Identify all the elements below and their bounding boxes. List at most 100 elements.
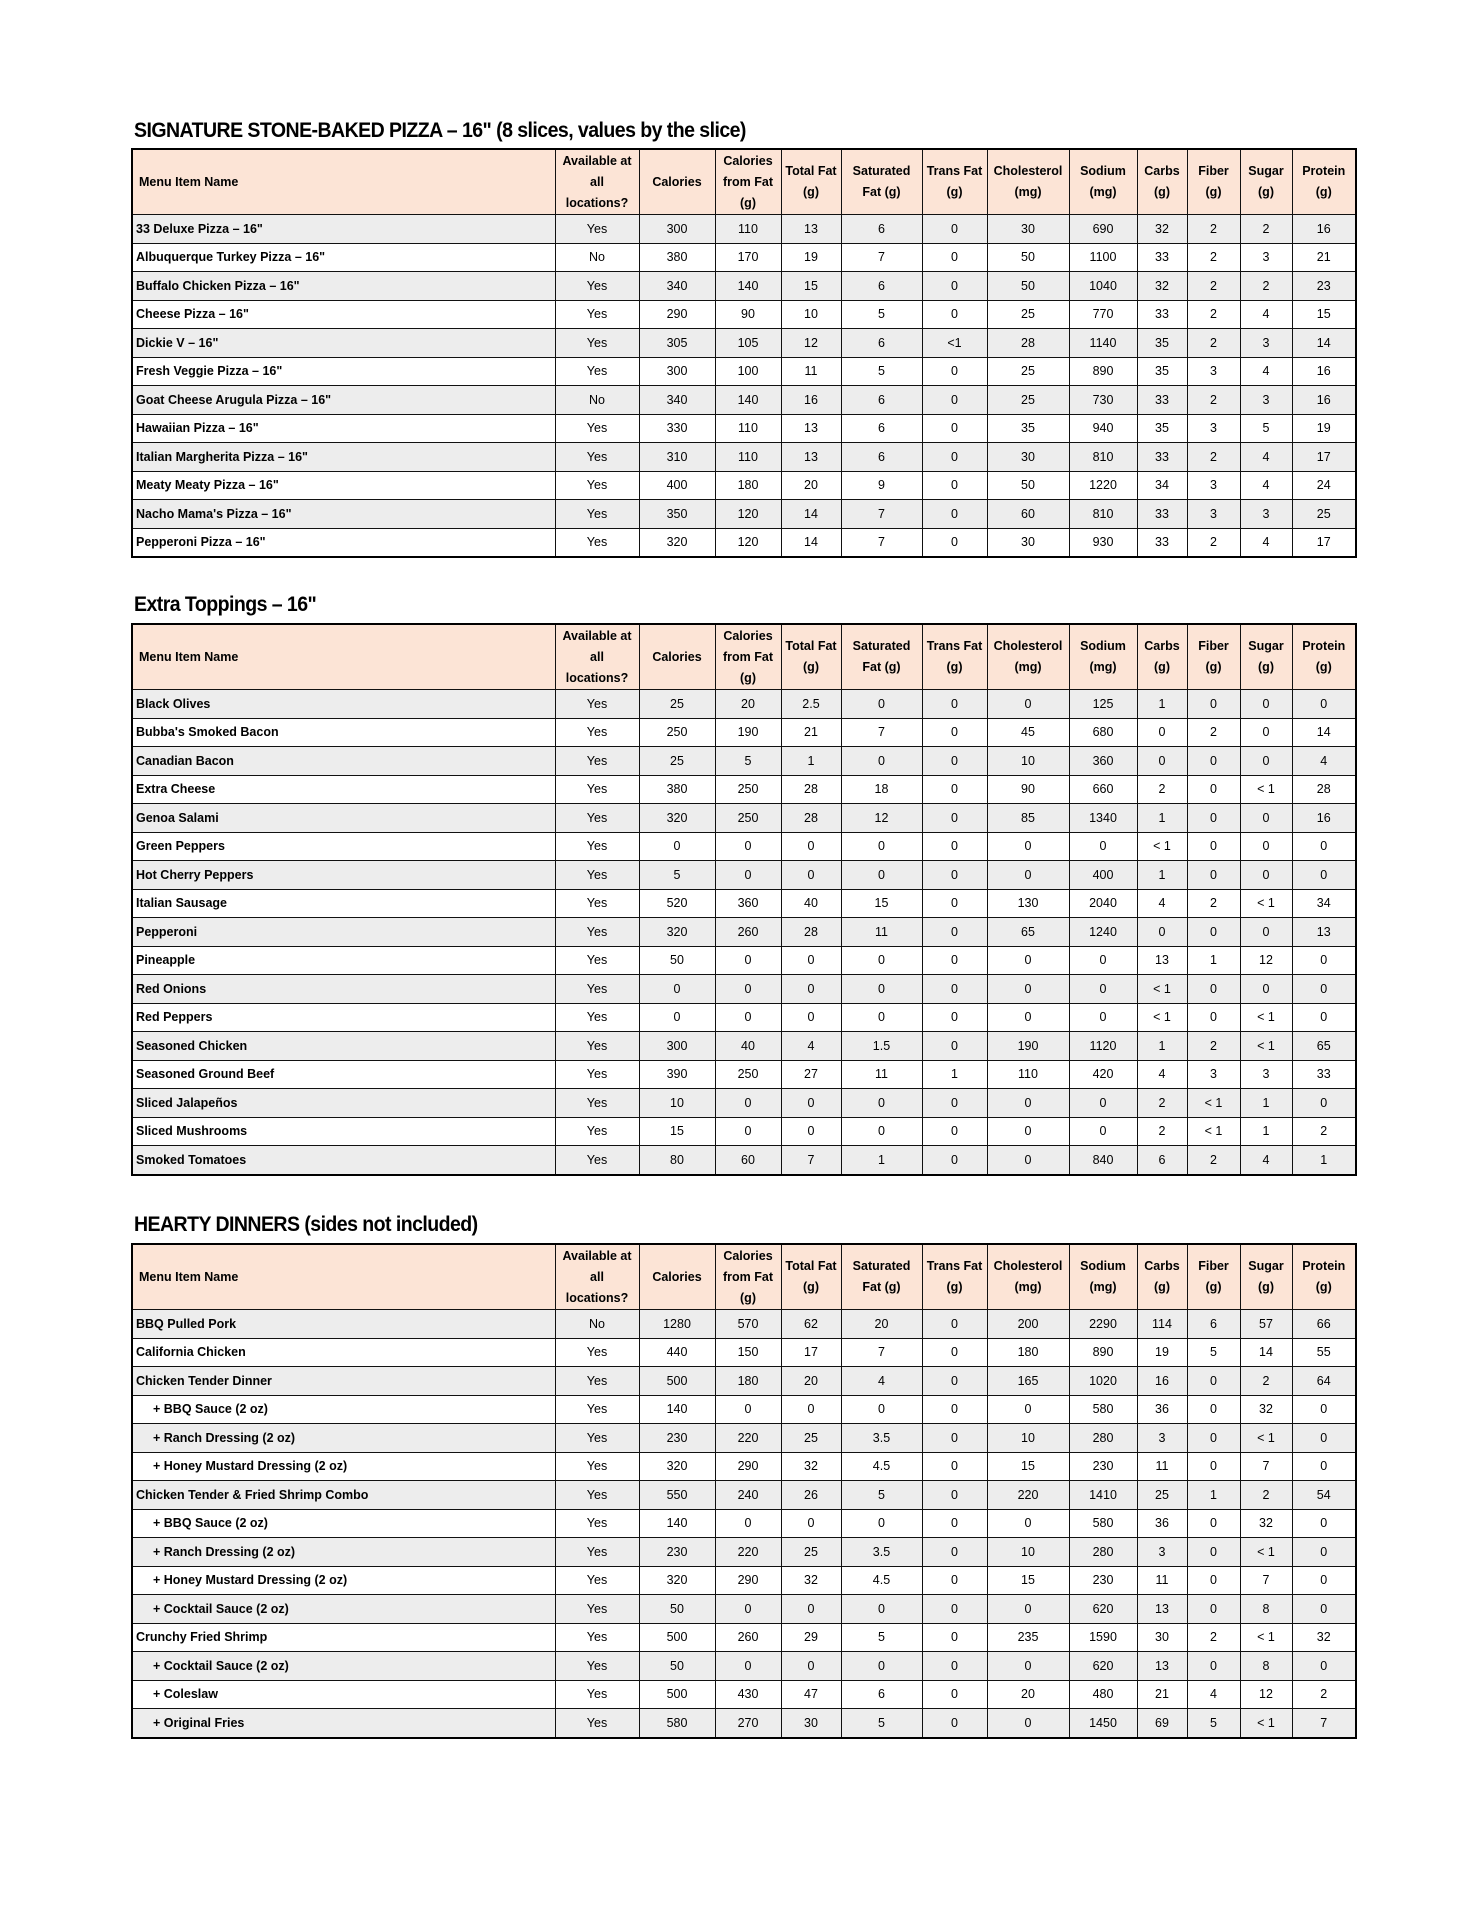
cell-sodium-mg: 690 (1068, 214, 1138, 244)
cell-cholesterol-mg: 90 (986, 774, 1070, 804)
cell-available-at-all-locations: Yes (554, 1565, 640, 1595)
cell-sodium-mg: 0 (1068, 831, 1138, 861)
dinners-nutrition-table: Menu Item Name Available at all locations… (131, 1243, 1357, 1739)
cell-sodium-mg: 400 (1068, 860, 1138, 890)
cell-calories-from-fat-g: 105 (714, 328, 782, 358)
cell-total-fat-g: 0 (780, 1116, 842, 1146)
table-row: Canadian Bacon Yes 25 5 1 0 0 10 360 0 0 0 4 (131, 746, 1357, 776)
cell-protein-g: 0 (1291, 1451, 1357, 1481)
table-row: Chicken Tender & Fried Shrimp Combo Yes 55… (131, 1480, 1357, 1510)
cell-sugar-g: 4 (1239, 470, 1293, 500)
cell-protein-g: 16 (1291, 385, 1357, 415)
cell-calories-from-fat-g: 220 (714, 1537, 782, 1567)
cell-protein-g: 0 (1291, 1565, 1357, 1595)
cell-fiber-g: 0 (1186, 1423, 1241, 1453)
menu-item-name: Goat Cheese Arugula Pizza – 16" (131, 385, 556, 415)
cell-total-fat-g: 30 (780, 1708, 842, 1738)
cell-carbs-g: 4 (1136, 888, 1188, 918)
cell-protein-g: 14 (1291, 717, 1357, 747)
cell-trans-fat-g: 0 (921, 860, 988, 890)
cell-calories: 10 (638, 1088, 716, 1118)
cell-sugar-g: 32 (1239, 1394, 1293, 1424)
cell-calories-from-fat-g: 260 (714, 917, 782, 947)
menu-item-name: Smoked Tomatoes (131, 1145, 556, 1175)
cell-protein-g: 16 (1291, 356, 1357, 386)
cell-sodium-mg: 420 (1068, 1059, 1138, 1089)
cell-cholesterol-mg: 0 (986, 1088, 1070, 1118)
cell-carbs-g: 1 (1136, 860, 1188, 890)
cell-calories-from-fat-g: 40 (714, 1031, 782, 1061)
cell-carbs-g: 34 (1136, 470, 1188, 500)
cell-total-fat-g: 20 (780, 1366, 842, 1396)
cell-available-at-all-locations: Yes (554, 442, 640, 472)
cell-protein-g: 16 (1291, 214, 1357, 244)
cell-calories: 300 (638, 214, 716, 244)
cell-sugar-g: 4 (1239, 299, 1293, 329)
cell-saturated-fat-g: 5 (840, 1708, 923, 1738)
menu-item-name: Bubba's Smoked Bacon (131, 717, 556, 747)
cell-calories-from-fat-g: 0 (714, 1594, 782, 1624)
cell-saturated-fat-g: 6 (840, 271, 923, 301)
cell-carbs-g: 35 (1136, 413, 1188, 443)
table-row: Albuquerque Turkey Pizza – 16" No 380 170 19… (131, 242, 1357, 272)
cell-fiber-g: 0 (1186, 1565, 1241, 1595)
cell-trans-fat-g: 0 (921, 1565, 988, 1595)
cell-fiber-g: 0 (1186, 1594, 1241, 1624)
cell-calories: 0 (638, 974, 716, 1004)
cell-saturated-fat-g: 6 (840, 328, 923, 358)
table-row: California Chicken Yes 440 150 17 7 0 180 890 19 5… (131, 1337, 1357, 1367)
cell-protein-g: 32 (1291, 1622, 1357, 1652)
menu-item-name: Italian Margherita Pizza – 16" (131, 442, 556, 472)
cell-trans-fat-g: 0 (921, 746, 988, 776)
cell-fiber-g: 0 (1186, 1394, 1241, 1424)
cell-calories: 340 (638, 385, 716, 415)
cell-total-fat-g: 7 (780, 1145, 842, 1175)
table-row: Seasoned Ground Beef Yes 390 250 27 11 1 110 420… (131, 1059, 1357, 1089)
cell-sodium-mg: 1240 (1068, 917, 1138, 947)
table-row: + BBQ Sauce (2 oz) Yes 140 0 0 0 0 0 580 36 0 32 0 (131, 1508, 1357, 1538)
cell-fiber-g: 3 (1186, 499, 1241, 529)
cell-carbs-g: < 1 (1136, 974, 1188, 1004)
cell-sodium-mg: 1020 (1068, 1366, 1138, 1396)
column-header: Cholesterol (mg) (986, 623, 1070, 690)
cell-protein-g: 17 (1291, 442, 1357, 472)
cell-calories-from-fat-g: 100 (714, 356, 782, 386)
cell-calories-from-fat-g: 150 (714, 1337, 782, 1367)
table-row: + Original Fries Yes 580 270 30 5 0 0 1450 69 5 < 1… (131, 1708, 1357, 1738)
cell-total-fat-g: 19 (780, 242, 842, 272)
menu-item-name: Green Peppers (131, 831, 556, 861)
cell-cholesterol-mg: 0 (986, 1594, 1070, 1624)
cell-calories-from-fat-g: 110 (714, 442, 782, 472)
cell-sodium-mg: 770 (1068, 299, 1138, 329)
cell-sodium-mg: 0 (1068, 1116, 1138, 1146)
table-row: Seasoned Chicken Yes 300 40 4 1.5 0 190 1120 1 2 < … (131, 1031, 1357, 1061)
cell-fiber-g: 2 (1186, 271, 1241, 301)
cell-fiber-g: 3 (1186, 470, 1241, 500)
menu-item-name: Meaty Meaty Pizza – 16" (131, 470, 556, 500)
menu-item-name: Extra Cheese (131, 774, 556, 804)
cell-sodium-mg: 1220 (1068, 470, 1138, 500)
table-row: BBQ Pulled Pork No 1280 570 62 20 0 200 2290 114 6… (131, 1309, 1357, 1339)
cell-total-fat-g: 27 (780, 1059, 842, 1089)
cell-protein-g: 0 (1291, 1537, 1357, 1567)
cell-available-at-all-locations: Yes (554, 1451, 640, 1481)
table-row: + Honey Mustard Dressing (2 oz) Yes 320 290… (131, 1451, 1357, 1481)
cell-calories: 320 (638, 1451, 716, 1481)
table-row: Italian Margherita Pizza – 16" Yes 310 110 1… (131, 442, 1357, 472)
cell-calories-from-fat-g: 180 (714, 1366, 782, 1396)
cell-sugar-g: 5 (1239, 413, 1293, 443)
cell-available-at-all-locations: No (554, 385, 640, 415)
table-row: Meaty Meaty Pizza – 16" Yes 400 180 20 9 0 50 12… (131, 470, 1357, 500)
cell-cholesterol-mg: 25 (986, 385, 1070, 415)
cell-cholesterol-mg: 130 (986, 888, 1070, 918)
cell-calories: 400 (638, 470, 716, 500)
cell-sodium-mg: 1450 (1068, 1708, 1138, 1738)
cell-sodium-mg: 2040 (1068, 888, 1138, 918)
menu-item-name: + BBQ Sauce (2 oz) (131, 1508, 556, 1538)
cell-total-fat-g: 14 (780, 527, 842, 558)
cell-protein-g: 0 (1291, 1088, 1357, 1118)
cell-carbs-g: 25 (1136, 1480, 1188, 1510)
cell-saturated-fat-g: 4.5 (840, 1565, 923, 1595)
cell-protein-g: 0 (1291, 689, 1357, 719)
cell-cholesterol-mg: 65 (986, 917, 1070, 947)
